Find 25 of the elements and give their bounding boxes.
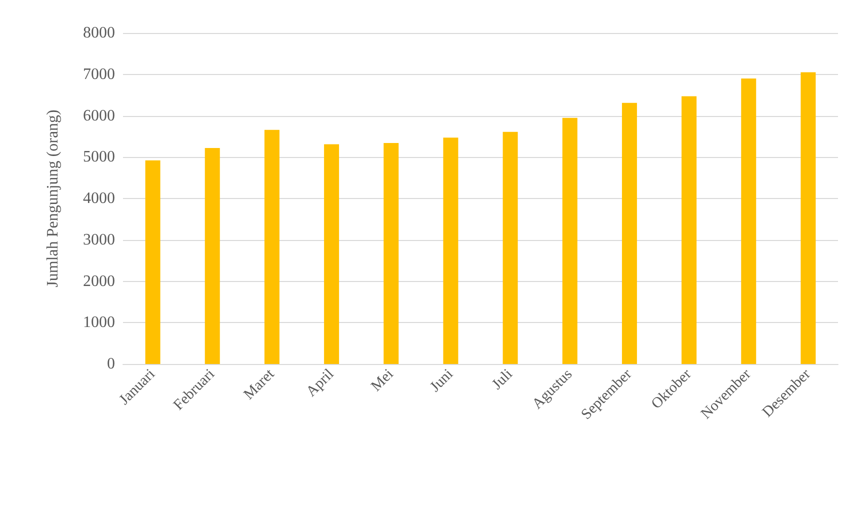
bar [741, 78, 756, 364]
y-tick-label: 6000 [83, 107, 115, 124]
bar [384, 143, 399, 364]
bar [324, 144, 340, 364]
bar [264, 130, 280, 364]
bar [204, 148, 220, 364]
x-tick-label: Juni [427, 366, 456, 396]
y-axis-title: Jumlah Pengunjung (orang) [44, 110, 62, 288]
bar [682, 96, 697, 364]
x-tick-label: Juli [489, 366, 516, 393]
x-tick-label: Mei [368, 366, 397, 395]
y-tick-label: 0 [107, 356, 115, 372]
bar [145, 160, 160, 364]
y-tick-label: 5000 [83, 148, 115, 166]
bar [562, 118, 578, 364]
y-tick-label: 1000 [83, 314, 115, 332]
bar [502, 132, 518, 364]
y-tick-label: 2000 [83, 272, 115, 290]
y-tick-label: 4000 [83, 190, 115, 207]
bar [443, 138, 458, 364]
bar [800, 72, 816, 364]
y-tick-label: 7000 [83, 66, 115, 83]
bar [622, 102, 637, 364]
y-tick-label: 8000 [83, 24, 115, 42]
y-tick-label: 3000 [83, 231, 115, 248]
